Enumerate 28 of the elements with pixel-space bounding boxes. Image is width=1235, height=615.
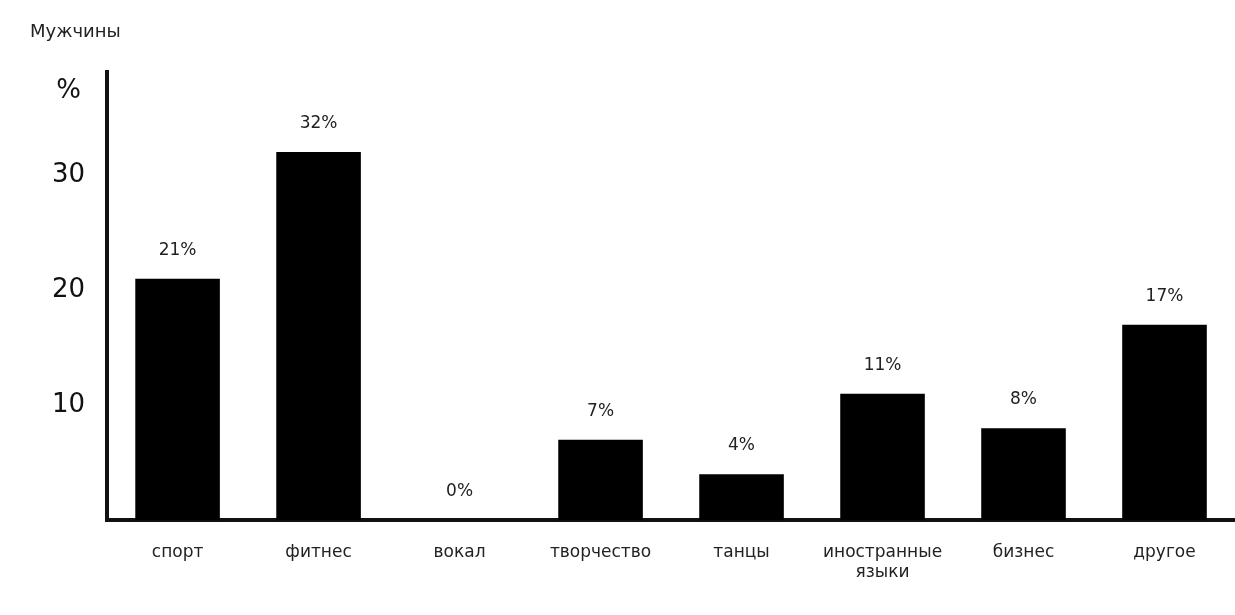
bar bbox=[840, 393, 925, 521]
x-tick-label: творчество bbox=[549, 540, 652, 561]
bar bbox=[558, 439, 643, 521]
bar bbox=[135, 278, 220, 521]
data-label: 7% bbox=[587, 399, 615, 420]
x-tick-label: вокал bbox=[433, 540, 486, 561]
bar bbox=[1122, 324, 1207, 521]
bar bbox=[699, 474, 784, 521]
data-label: 8% bbox=[1010, 388, 1038, 409]
bar bbox=[981, 428, 1066, 521]
chart-title: Мужчины bbox=[30, 20, 121, 42]
data-label: 4% bbox=[728, 434, 756, 455]
x-tick-label: фитнес bbox=[285, 540, 352, 561]
x-tick-label: спорт bbox=[151, 540, 204, 561]
x-tick-label: бизнес bbox=[992, 540, 1055, 561]
data-label: 0% bbox=[446, 480, 474, 501]
x-tick-label: танцы bbox=[713, 540, 770, 561]
y-tick-label: 10 bbox=[51, 387, 86, 418]
data-label: 11% bbox=[863, 353, 902, 374]
data-label: 32% bbox=[299, 112, 338, 133]
y-axis-title: % bbox=[56, 74, 81, 105]
y-tick-label: 30 bbox=[51, 157, 86, 188]
data-label: 17% bbox=[1145, 284, 1184, 305]
data-label: 21% bbox=[158, 238, 197, 259]
bar bbox=[276, 152, 361, 521]
y-tick-label: 20 bbox=[51, 272, 86, 303]
x-tick-label: иностранные языки bbox=[822, 540, 943, 582]
x-tick-label: другое bbox=[1133, 540, 1196, 561]
